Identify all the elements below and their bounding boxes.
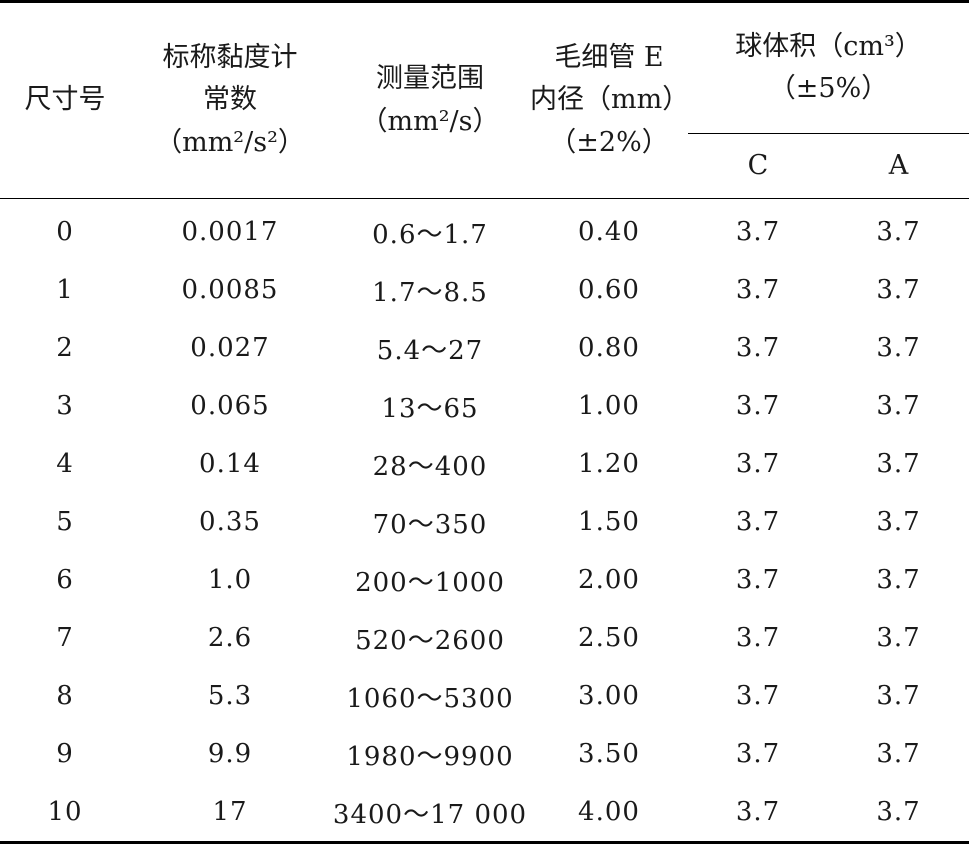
cell-volume-a: 3.7 (876, 681, 921, 711)
cell-volume-a: 3.7 (876, 275, 921, 305)
table-row: 1 0.0085 1.7～8.5 0.60 3.7 3.7 (0, 261, 969, 319)
cell-diameter: 3.00 (578, 681, 640, 711)
cell-diameter: 2.50 (578, 623, 640, 653)
header-range-line2: （mm²/s） (360, 105, 500, 137)
cell-size: 3 (56, 391, 74, 421)
cell-range: 0.6～1.7 (372, 219, 488, 250)
cell-size: 9 (56, 739, 74, 769)
cell-volume-c: 3.7 (688, 783, 828, 844)
cell-range: 200～1000 (355, 567, 505, 598)
header-volume-c: C (688, 133, 828, 199)
cell-range: 1.7～8.5 (372, 277, 488, 308)
cell-diameter: 0.60 (578, 275, 640, 305)
table-row: 0 0.0017 0.6～1.7 0.40 3.7 3.7 (0, 199, 969, 262)
header-volume: 球体积（cm³） （±5%） (688, 0, 969, 134)
cell-volume-c: 3.7 (735, 739, 781, 769)
header-size-no: 尺寸号 (0, 0, 130, 199)
cell-volume-c: 3.7 (735, 449, 781, 479)
cell-volume-a: 3.7 (876, 565, 921, 595)
cell-volume-c: 3.7 (735, 623, 781, 653)
header-size-no-label: 尺寸号 (24, 84, 106, 116)
cell-diameter: 2.00 (578, 565, 640, 595)
table-row: 5 0.35 70～350 1.50 3.7 3.7 (0, 493, 969, 551)
cell-range: 5.4～27 (376, 335, 484, 366)
cell-volume-c: 3.7 (735, 333, 781, 363)
cell-constant: 0.0017 (181, 217, 279, 247)
table-header: 尺寸号 标称黏度计 常数 （mm²/s²） 测量范围 （mm²/s） (0, 0, 969, 199)
table-body: 0 0.0017 0.6～1.7 0.40 3.7 3.7 1 0.0085 1.7～8.5 0.… (0, 199, 969, 844)
cell-volume-a: 3.7 (876, 449, 921, 479)
cell-constant: 0.027 (190, 333, 270, 363)
cell-size: 5 (56, 507, 74, 537)
cell-constant: 5.3 (207, 681, 253, 711)
cell-volume-a: 3.7 (876, 739, 921, 769)
cell-constant: 1.0 (207, 565, 253, 595)
cell-volume-a: 3.7 (828, 783, 969, 844)
table-row: 2 0.027 5.4～27 0.80 3.7 3.7 (0, 319, 969, 377)
cell-volume-a: 3.7 (876, 333, 921, 363)
cell-size: 2 (56, 333, 74, 363)
cell-size: 8 (56, 681, 74, 711)
header-volume-line1: 球体积（cm³） (735, 30, 922, 62)
cell-diameter: 1.20 (578, 449, 640, 479)
table-row: 7 2.6 520～2600 2.50 3.7 3.7 (0, 609, 969, 667)
cell-size: 6 (56, 565, 74, 595)
header-constant: 标称黏度计 常数 （mm²/s²） (130, 0, 330, 199)
header-diameter-line1: 毛细管 E (554, 41, 664, 73)
cell-size: 4 (56, 449, 74, 479)
cell-diameter: 4.00 (530, 783, 688, 844)
cell-volume-a: 3.7 (876, 217, 921, 247)
cell-diameter: 0.80 (578, 333, 640, 363)
cell-constant: 0.14 (199, 449, 261, 479)
cell-diameter: 1.50 (578, 507, 640, 537)
cell-constant: 2.6 (207, 623, 253, 653)
cell-diameter: 3.50 (578, 739, 640, 769)
table-row: 4 0.14 28～400 1.20 3.7 3.7 (0, 435, 969, 493)
cell-range: 3400～17 000 (330, 783, 530, 844)
cell-size: 0 (56, 217, 74, 247)
header-range: 测量范围 （mm²/s） (330, 0, 530, 199)
cell-volume-a: 3.7 (876, 623, 921, 653)
cell-range: 520～2600 (355, 625, 505, 656)
header-diameter-line2: 内径（mm） (530, 84, 690, 116)
cell-constant: 0.065 (190, 391, 270, 421)
header-range-line1: 测量范围 (376, 63, 484, 95)
cell-constant: 0.0085 (181, 275, 279, 305)
cell-size: 10 (0, 783, 130, 844)
cell-volume-c: 3.7 (735, 681, 781, 711)
table-row: 9 9.9 1980～9900 3.50 3.7 3.7 (0, 725, 969, 783)
table-row: 8 5.3 1060～5300 3.00 3.7 3.7 (0, 667, 969, 725)
cell-volume-c: 3.7 (735, 507, 781, 537)
cell-range: 70～350 (372, 509, 488, 540)
cell-volume-c: 3.7 (735, 565, 781, 595)
cell-volume-c: 3.7 (735, 391, 781, 421)
cell-range: 1980～9900 (346, 741, 514, 772)
cell-range: 13～65 (381, 393, 479, 424)
table-row: 10 17 3400～17 000 4.00 3.7 3.7 (0, 783, 969, 844)
cell-volume-c: 3.7 (735, 275, 781, 305)
header-volume-line2: （±5%） (768, 73, 889, 104)
cell-diameter: 1.00 (578, 391, 640, 421)
cell-volume-a: 3.7 (876, 391, 921, 421)
cell-size: 7 (56, 623, 74, 653)
header-diameter: 毛细管 E 内径（mm） （±2%） (530, 0, 690, 199)
cell-constant: 9.9 (207, 739, 253, 769)
table-row: 6 1.0 200～1000 2.00 3.7 3.7 (0, 551, 969, 609)
cell-size: 1 (56, 275, 74, 305)
cell-volume-c: 3.7 (735, 217, 781, 247)
cell-constant: 17 (130, 783, 330, 844)
header-constant-line3: （mm²/s²） (155, 126, 305, 158)
table-row: 3 0.065 13～65 1.00 3.7 3.7 (0, 377, 969, 435)
cell-constant: 0.35 (199, 507, 261, 537)
header-constant-line2: 常数 (203, 84, 257, 116)
header-volume-a: A (828, 133, 969, 199)
cell-range: 28～400 (372, 451, 488, 482)
header-constant-line1: 标称黏度计 (162, 41, 298, 73)
cell-volume-a: 3.7 (876, 507, 921, 537)
header-diameter-line3: （±2%） (549, 126, 669, 158)
cell-range: 1060～5300 (346, 683, 514, 714)
cell-diameter: 0.40 (578, 217, 640, 247)
